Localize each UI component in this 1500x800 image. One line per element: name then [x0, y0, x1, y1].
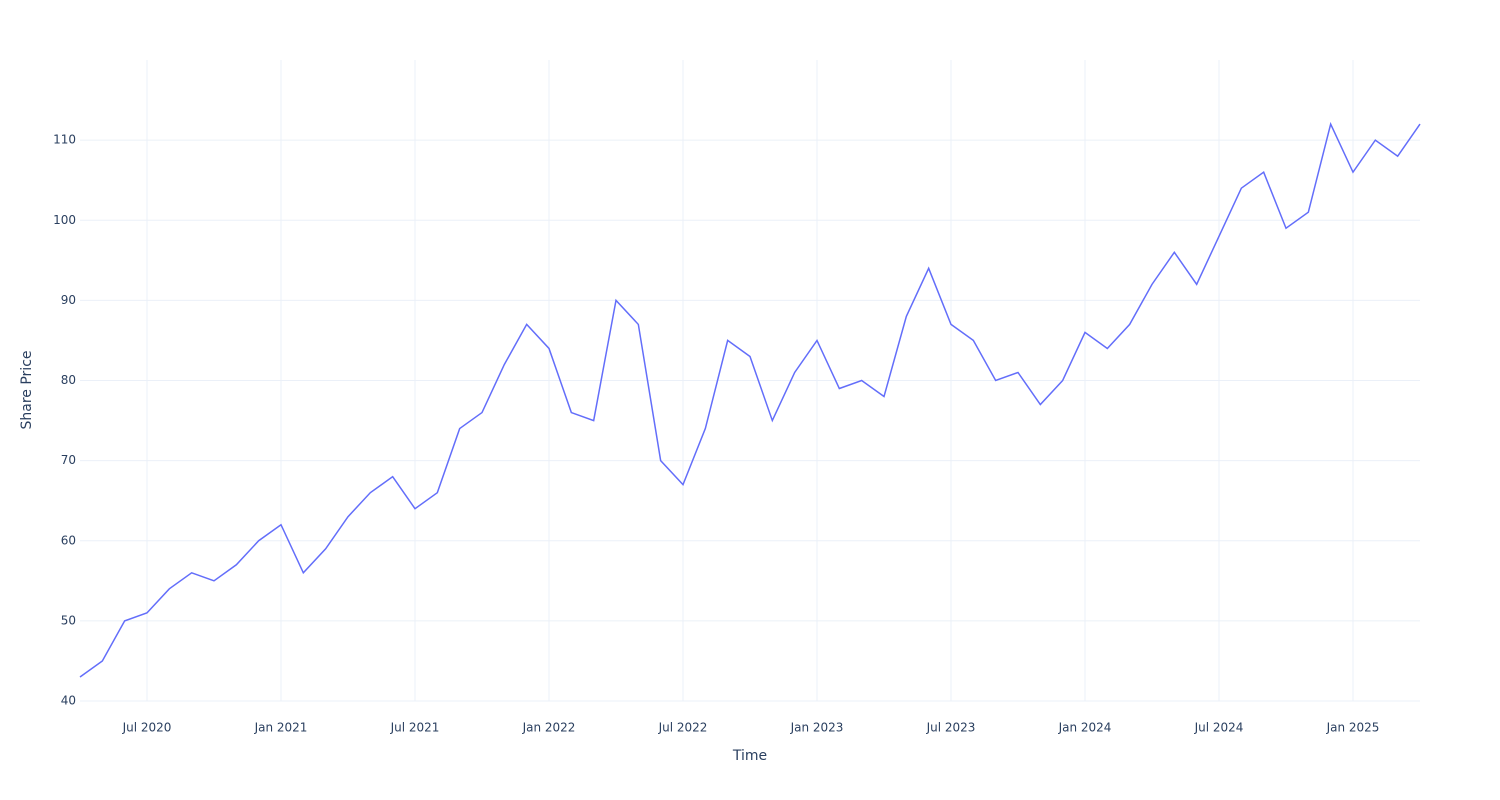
y-tick-label: 90: [61, 293, 76, 307]
x-tick-label: Jul 2023: [926, 721, 976, 735]
x-tick-label: Jul 2020: [122, 721, 172, 735]
y-tick-label: 70: [61, 453, 76, 467]
y-tick-label: 80: [61, 373, 76, 387]
x-tick-label: Jan 2023: [790, 721, 844, 735]
price-line: [79, 121, 1421, 678]
x-tick-label: Jul 2021: [390, 721, 440, 735]
x-tick-label: Jan 2022: [522, 721, 576, 735]
x-tick-label: Jan 2025: [1326, 721, 1380, 735]
y-tick-label: 60: [61, 533, 76, 547]
x-tick-label: Jul 2022: [658, 721, 708, 735]
y-tick-label: 110: [53, 133, 76, 147]
y-tick-label: 40: [61, 694, 76, 708]
x-tick-label: Jul 2024: [1194, 721, 1244, 735]
y-axis-title: Share Price: [19, 350, 35, 429]
y-tick-label: 50: [61, 613, 76, 627]
x-axis-title: Time: [732, 748, 767, 764]
x-tick-label: Jan 2021: [254, 721, 308, 735]
y-tick-label: 100: [53, 213, 76, 227]
x-tick-label: Jan 2024: [1058, 721, 1112, 735]
